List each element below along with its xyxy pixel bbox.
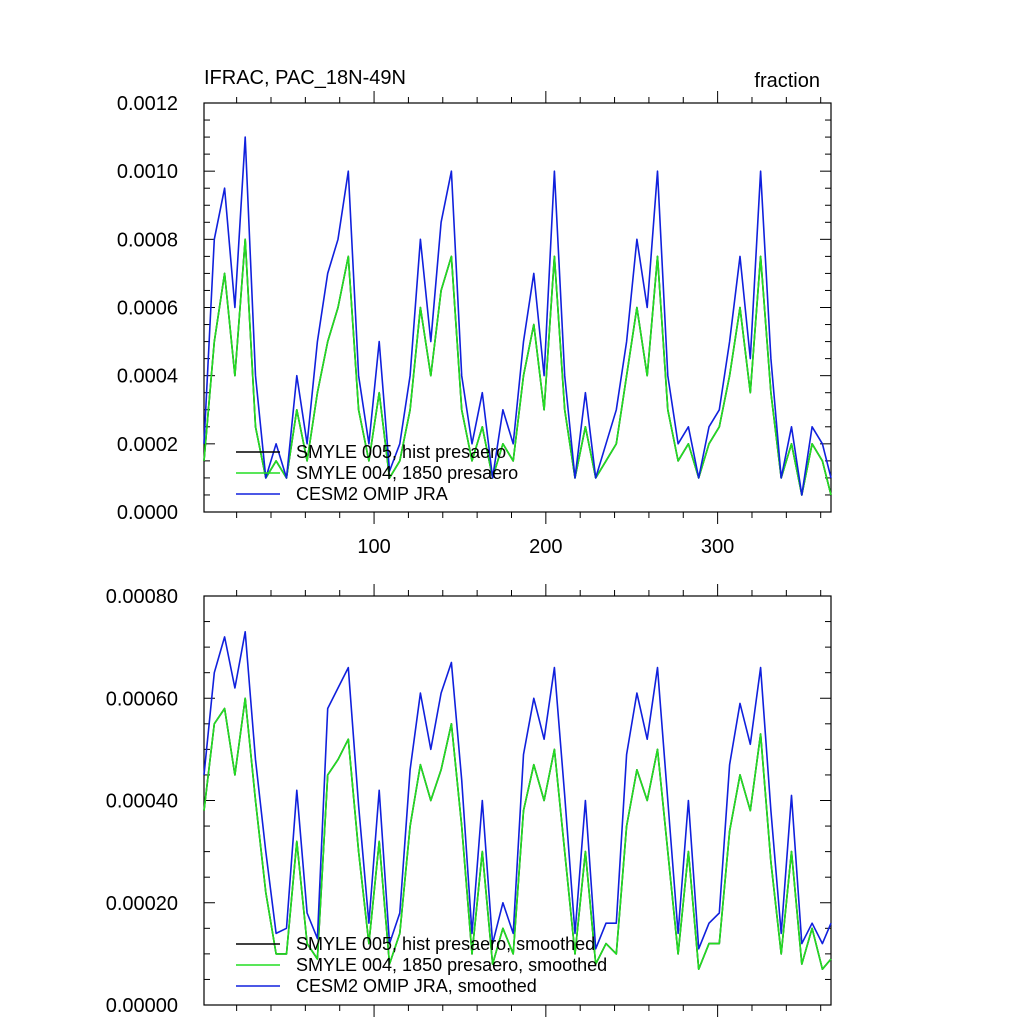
y-tick-label: 0.0010 bbox=[117, 161, 178, 183]
bottom-panel: 0.00000 0.00020 0.00040 0.00060 0.00080 SMYL… bbox=[106, 584, 832, 1017]
top-panel-ticks: 0.0000 0.0002 0.0004 0.0006 0.0008 0.0010 0.00… bbox=[117, 91, 831, 558]
y-tick-label: 0.00080 bbox=[106, 586, 178, 608]
legend-label-2: CESM2 OMIP JRA bbox=[296, 484, 448, 504]
legend-label-1: SMYLE 004, 1850 presaero bbox=[296, 463, 518, 483]
y-tick-label: 0.0000 bbox=[117, 502, 178, 524]
top-panel-title: IFRAC, PAC_18N-49N bbox=[204, 67, 406, 89]
series-line-1 bbox=[203, 238, 832, 496]
x-tick-label: 200 bbox=[529, 536, 562, 558]
bottom-panel-ticks: 0.00000 0.00020 0.00040 0.00060 0.00080 bbox=[106, 584, 831, 1017]
bottom-panel-lines bbox=[203, 630, 832, 971]
legend-label-1: SMYLE 004, 1850 presaero, smoothed bbox=[296, 955, 607, 975]
legend-label-0: SMYLE 005, hist presaero, smoothed bbox=[296, 934, 595, 954]
y-tick-label: 0.00000 bbox=[106, 995, 178, 1017]
y-tick-label: 0.0006 bbox=[117, 298, 178, 320]
top-panel-lines bbox=[203, 136, 832, 496]
y-tick-label: 0.00020 bbox=[106, 893, 178, 915]
y-tick-label: 0.00060 bbox=[106, 688, 178, 710]
series-line-2 bbox=[203, 136, 832, 496]
series-line-0 bbox=[203, 697, 832, 971]
y-tick-label: 0.00040 bbox=[106, 791, 178, 813]
x-tick-label: 100 bbox=[357, 536, 390, 558]
bottom-panel-legend: SMYLE 005, hist presaero, smoothedSMYLE … bbox=[236, 934, 607, 996]
top-panel-units: fraction bbox=[754, 70, 820, 92]
legend-label-2: CESM2 OMIP JRA, smoothed bbox=[296, 976, 537, 996]
y-tick-label: 0.0004 bbox=[117, 366, 178, 388]
y-tick-label: 0.0008 bbox=[117, 229, 178, 251]
series-line-2 bbox=[203, 630, 832, 950]
x-tick-label: 300 bbox=[701, 536, 734, 558]
y-tick-label: 0.0012 bbox=[117, 93, 178, 115]
y-tick-label: 0.0002 bbox=[117, 434, 178, 456]
legend-label-0: SMYLE 005, hist presaero bbox=[296, 442, 506, 462]
series-line-1 bbox=[203, 697, 832, 971]
top-panel: IFRAC, PAC_18N-49N fraction 0.0000 0.0002… bbox=[117, 67, 832, 558]
